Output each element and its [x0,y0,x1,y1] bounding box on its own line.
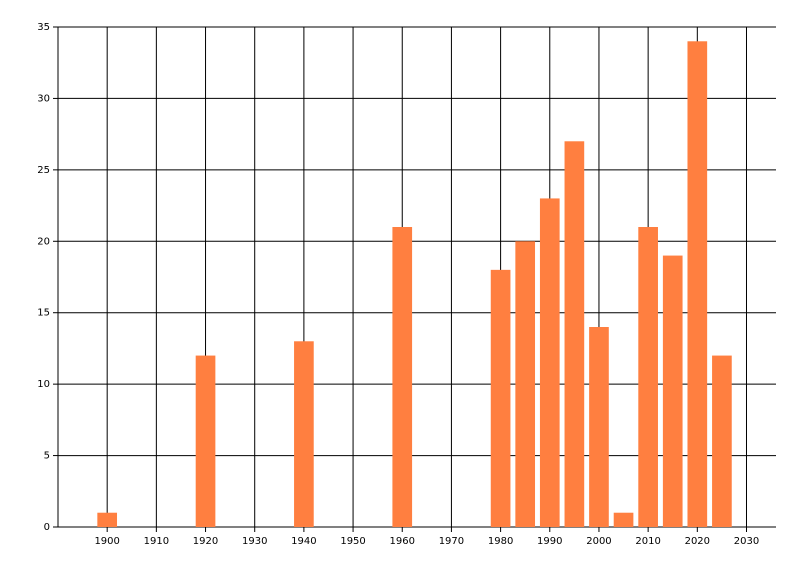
bar [687,41,708,528]
bar [539,198,560,527]
x-tick-label: 2000 [586,536,611,547]
x-tick-label: 1970 [439,536,464,547]
bar [97,512,118,527]
x-tick-label: 1920 [193,536,218,547]
bar [712,355,732,527]
bar [294,341,314,527]
bar [662,255,683,528]
x-tick-label: 2020 [685,536,710,547]
bar [613,512,634,527]
x-tick-label: 2010 [635,536,660,547]
x-tick-label: 1950 [340,536,365,547]
y-tick-label: 35 [37,22,50,33]
bar [515,241,536,528]
y-tick-label: 30 [37,93,50,104]
x-tick-label: 1960 [390,536,415,547]
x-tick-label: 1940 [291,536,316,547]
y-tick-label: 15 [37,308,50,319]
bar [564,141,585,528]
bar [638,227,658,527]
bar [589,327,609,527]
x-tick-label: 1990 [537,536,562,547]
y-tick-label: 25 [37,165,50,176]
x-tick-label: 1930 [242,536,267,547]
y-tick-label: 20 [37,236,50,247]
y-tick-label: 10 [37,379,50,390]
x-tick-label: 2030 [734,536,759,547]
bar [195,355,216,527]
y-tick-label: 5 [44,451,50,462]
y-tick-label: 0 [44,522,50,533]
x-tick-label: 1900 [94,536,119,547]
bar [392,227,413,527]
x-tick-label: 1910 [144,536,169,547]
bar [490,269,511,527]
x-tick-label: 1980 [488,536,513,547]
